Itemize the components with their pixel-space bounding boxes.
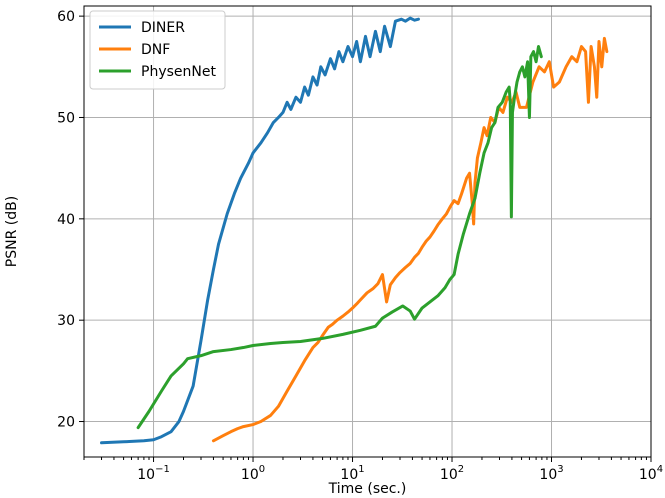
x-tick-label: 101 — [340, 464, 364, 483]
plot-series — [100, 16, 609, 445]
series-line-dnf — [211, 36, 609, 443]
legend-entry-label: DINER — [141, 20, 185, 36]
x-tick-label: 10−1 — [137, 464, 170, 483]
y-tick-label: 40 — [57, 212, 75, 228]
x-axis-label: Time (sec.) — [328, 481, 407, 497]
y-tick-label: 50 — [57, 110, 75, 126]
axis-ticks: 10−1 100 101 102 103 104 20 30 40 50 60 — [57, 9, 663, 483]
x-tick-label: 102 — [440, 464, 464, 483]
y-tick-label: 30 — [57, 313, 75, 329]
series-line-physennet — [136, 45, 543, 430]
x-tick-label: 104 — [639, 464, 663, 483]
x-tick-label: 100 — [241, 464, 265, 483]
y-tick-label: 20 — [57, 415, 75, 431]
y-axis-label: PSNR (dB) — [4, 196, 20, 267]
plot-frame — [83, 5, 652, 458]
x-tick-label: 103 — [539, 464, 563, 483]
legend: DINER DNF PhysenNet — [89, 10, 226, 90]
legend-entry-label: DNF — [141, 42, 170, 58]
legend-entry-label: PhysenNet — [141, 64, 216, 80]
y-tick-label: 60 — [57, 9, 75, 25]
